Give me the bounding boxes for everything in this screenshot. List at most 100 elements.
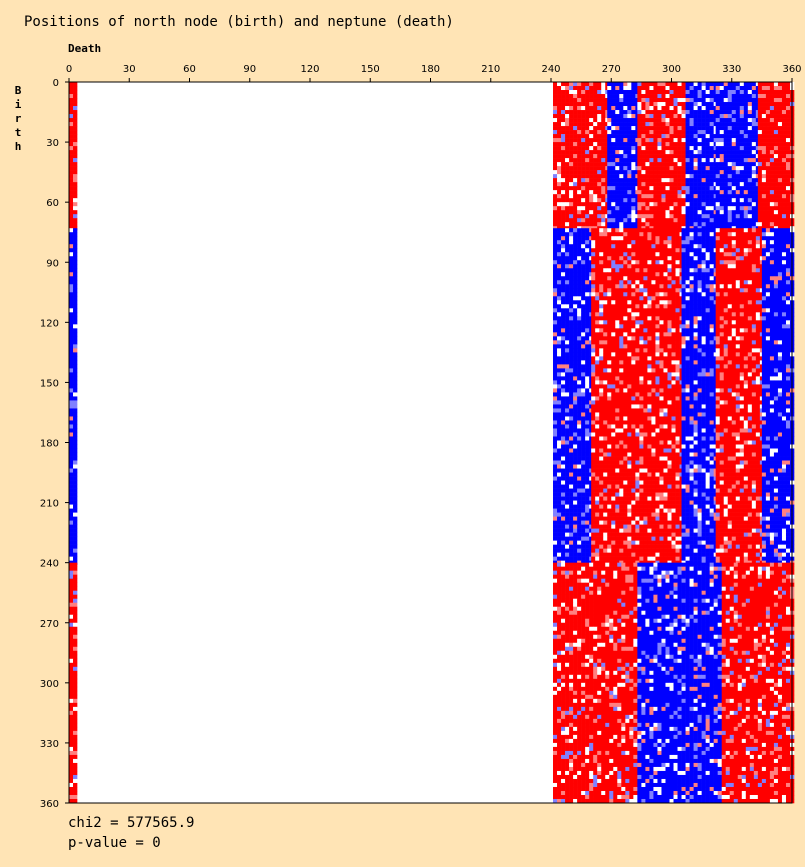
heatmap-cell <box>765 218 771 223</box>
heatmap-cell <box>643 276 648 281</box>
heatmap-cell <box>619 484 624 489</box>
heatmap-cell <box>685 206 690 211</box>
heatmap-cell <box>73 420 78 425</box>
heatmap-cell <box>719 122 725 127</box>
heatmap-cell <box>657 126 662 131</box>
heatmap-cell <box>577 476 582 481</box>
heatmap-cell <box>651 440 656 445</box>
heatmap-cell <box>689 94 694 99</box>
heatmap-cell <box>659 404 664 409</box>
heatmap-cell <box>785 142 791 147</box>
heatmap-cell <box>611 396 616 401</box>
heatmap-cell <box>643 232 648 237</box>
heatmap-cell <box>675 384 680 389</box>
heatmap-cell <box>607 416 612 421</box>
heatmap-cell <box>619 206 624 211</box>
heatmap-cell <box>611 400 616 405</box>
heatmap-cell <box>665 174 670 179</box>
heatmap-cell <box>735 150 741 155</box>
heatmap-cell <box>69 622 74 628</box>
heatmap-cell <box>607 244 612 249</box>
heatmap-cell <box>615 356 620 361</box>
heatmap-cell <box>785 214 791 219</box>
heatmap-cell <box>69 162 74 167</box>
heatmap-cell <box>631 436 636 441</box>
heatmap-cell <box>627 86 632 91</box>
heatmap-cell <box>69 384 74 389</box>
heatmap-cell <box>565 142 570 147</box>
heatmap-cell <box>723 138 729 143</box>
heatmap-cell <box>581 288 586 293</box>
heatmap-cell <box>573 166 578 171</box>
heatmap-cell <box>603 256 608 261</box>
heatmap-cell <box>659 228 664 233</box>
heatmap-cell <box>597 94 602 99</box>
heatmap-cell <box>653 214 658 219</box>
heatmap-cell <box>557 182 562 187</box>
heatmap-cell <box>667 332 672 337</box>
heatmap-cell <box>723 158 729 163</box>
heatmap-cell <box>601 118 606 123</box>
heatmap-cell <box>701 198 706 203</box>
heatmap-cell <box>719 114 725 119</box>
heatmap-cell <box>647 336 652 341</box>
heatmap-cell <box>673 142 678 147</box>
heatmap-cell <box>573 364 578 369</box>
heatmap-cell <box>73 614 78 620</box>
heatmap-cell <box>615 260 620 265</box>
heatmap-cell <box>769 166 775 171</box>
heatmap-cell <box>569 424 574 429</box>
heatmap-cell <box>735 110 741 115</box>
heatmap-cell <box>581 178 586 183</box>
heatmap-cell <box>631 328 636 333</box>
heatmap-cell <box>69 114 74 119</box>
heatmap-cell <box>623 146 628 151</box>
heatmap-cell <box>735 130 741 135</box>
heatmap-cell <box>661 194 666 199</box>
heatmap-cell <box>69 416 74 421</box>
x-axis-title: Death <box>68 42 102 55</box>
heatmap-cell <box>635 332 640 337</box>
heatmap-cell <box>557 404 562 409</box>
heatmap-cell <box>757 106 763 111</box>
heatmap-cell <box>581 162 586 167</box>
heatmap-cell <box>635 360 640 365</box>
heatmap-cell <box>565 372 570 377</box>
heatmap-cell <box>597 178 602 183</box>
heatmap-cell <box>607 480 612 485</box>
heatmap-cell <box>665 86 670 91</box>
heatmap-cell <box>601 198 606 203</box>
heatmap-cell <box>651 336 656 341</box>
heatmap-cell <box>73 618 78 624</box>
heatmap-cell <box>589 142 594 147</box>
heatmap-cell <box>623 324 628 329</box>
heatmap-cell <box>709 202 714 207</box>
heatmap-cell <box>743 166 749 171</box>
heatmap-cell <box>643 476 648 481</box>
heatmap-cell <box>723 210 729 215</box>
heatmap-cell <box>785 130 791 135</box>
heatmap-cell <box>561 400 566 405</box>
heatmap-cell <box>611 324 616 329</box>
heatmap-cell <box>685 114 690 119</box>
heatmap-cell <box>623 218 628 223</box>
heatmap-cell <box>577 532 582 537</box>
heatmap-cell <box>697 182 702 187</box>
heatmap-cell <box>641 94 646 99</box>
heatmap-cell <box>665 142 670 147</box>
heatmap-cell <box>615 372 620 377</box>
heatmap-cell <box>581 292 586 297</box>
heatmap-cell <box>669 134 674 139</box>
heatmap-cell <box>577 202 582 207</box>
heatmap-cell <box>581 260 586 265</box>
heatmap-cell <box>649 170 654 175</box>
heatmap-cell <box>677 98 682 103</box>
heatmap-cell <box>577 484 582 489</box>
heatmap-cell <box>649 82 654 87</box>
heatmap-cell <box>631 174 636 179</box>
heatmap-cell <box>557 158 562 163</box>
heatmap-cell <box>623 98 628 103</box>
heatmap-cell <box>669 214 674 219</box>
heatmap-cell <box>599 400 604 405</box>
heatmap-cell <box>627 364 632 369</box>
